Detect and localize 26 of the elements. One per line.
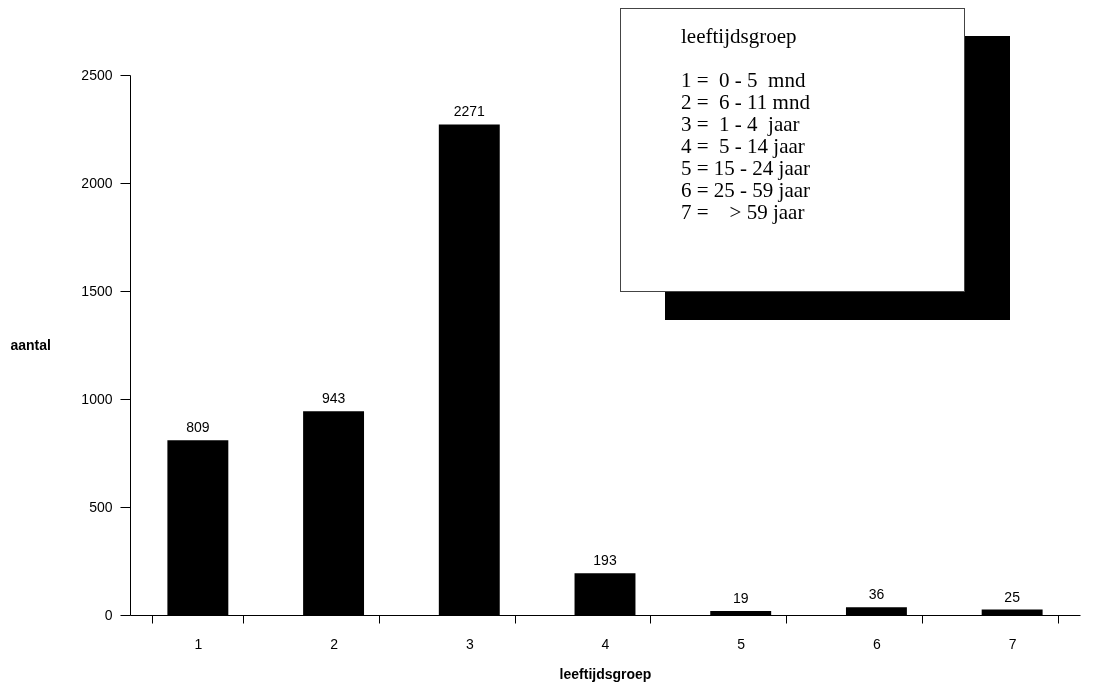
text: leeftijdsgroep [681, 24, 797, 48]
x-axis-title: leeftijdsgroep [559, 665, 652, 682]
x-tick-label: 5 [737, 635, 746, 652]
y-tick-label: 1000 [81, 390, 113, 407]
y-tick-label: 2000 [81, 174, 113, 191]
x-tick-label: 2 [330, 635, 339, 652]
y-tick-label: 0 [104, 606, 113, 623]
data-label: 19 [732, 589, 749, 606]
x-tick-label: 1 [194, 635, 203, 652]
annotation: 1 = 0 - 5 mnd [681, 68, 807, 92]
y-tick-label: 2500 [81, 66, 113, 83]
data-label: 943 [321, 390, 346, 407]
annotation: 2 = 6 - 11 mnd [681, 90, 811, 114]
x-tick-label: 6 [873, 635, 882, 652]
x-tick-label: 4 [601, 635, 610, 652]
y-tick-label: 1500 [81, 282, 113, 299]
y-tick-label: 500 [89, 498, 113, 515]
data-label: 2271 [453, 103, 486, 120]
annotation: 3 = 1 - 4 jaar [681, 112, 801, 136]
data-label: 36 [868, 586, 885, 603]
data-label: 25 [1004, 588, 1021, 605]
x-tick-label: 3 [465, 635, 474, 652]
y-axis-title: aantal [10, 336, 51, 353]
data-label: 809 [186, 419, 210, 436]
x-tick-label: 7 [1008, 635, 1017, 652]
data-label: 193 [593, 552, 617, 569]
